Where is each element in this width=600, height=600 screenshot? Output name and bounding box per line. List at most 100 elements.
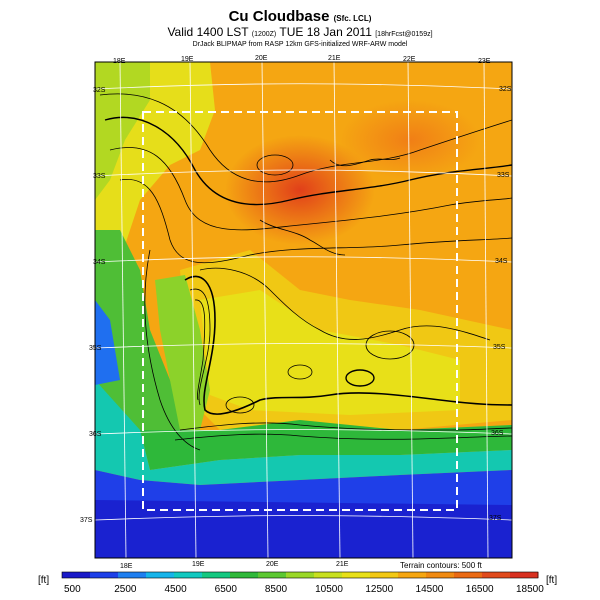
colorbar-label: 12500 [365,584,393,595]
contour-closed [287,364,313,380]
colorbar-swatch [454,572,483,578]
field-hotspot-ne [340,100,480,180]
lat-label: 32S [499,86,512,93]
lat-label: 37S [80,517,93,524]
colorbar-label: 6500 [215,584,238,595]
subtitle-utc: (1200Z) [251,31,277,38]
parallel-37s [95,515,512,521]
colorbar-swatch [510,572,539,578]
colorbar-label: 2500 [114,584,137,595]
contour-line [179,422,512,431]
colorbar-unit-left: [ft] [38,575,49,586]
map-frame [94,61,513,559]
lat-label: 36S [89,431,102,438]
title-suffix: (Sfc. LCL) [333,14,372,23]
field-deep-ocean [95,500,512,558]
colorbar-swatch [426,572,455,578]
lat-label: 36S [491,430,504,437]
parallel-34s [95,256,512,263]
colorbar-swatch [398,572,427,578]
contour-line [184,275,512,415]
meridian-19e [189,62,197,558]
subtitle-date: TUE 18 Jan 2011 [279,25,372,39]
lat-label: 33S [497,172,510,179]
colorbar-swatch [62,572,91,578]
field-nw-green [95,62,150,200]
colorbar-swatch [258,572,287,578]
lat-label: 37S [489,515,502,522]
parallel-35s [95,343,512,349]
colorbar-labels: 500 2500 4500 6500 8500 10500 12500 14500 16500 1… [64,584,544,595]
colorbar-swatch [286,572,315,578]
colorbar-swatch [146,572,175,578]
contour-line [329,157,401,167]
lon-label: 19E [192,561,205,568]
contour-line [189,288,211,406]
lat-label: 35S [493,344,506,351]
lat-label: 34S [495,258,508,265]
lon-label: 23E [478,58,491,65]
parallel-36s [95,429,512,435]
lon-label: 21E [336,561,349,568]
lat-label: 35S [89,345,102,352]
colorbar-unit-right: [ft] [546,575,557,586]
field-layer [95,62,512,558]
title-text: Cu Cloudbase [228,8,330,25]
lon-label: 22E [403,56,416,63]
meridian-20e [261,62,269,558]
lat-label: 33S [93,173,106,180]
colorbar-swatch [314,572,343,578]
field-west-ocean [95,300,120,385]
contour-closed [225,396,255,414]
contour-line [104,116,512,206]
lon-label: 19E [181,56,194,63]
terrain-note: Terrain contours: 500 ft [400,561,483,570]
contour-line [119,178,512,264]
subtitle-valid: Valid 1400 LST [167,25,249,39]
colorbar-swatch [230,572,259,578]
colorbar [61,571,539,579]
parallel-33s [95,169,512,177]
lon-label: 21E [328,55,341,62]
lat-label: 34S [93,259,106,266]
colorbar-swatch [202,572,231,578]
contour-closed [256,154,294,176]
lon-label: 20E [266,561,279,568]
colorbar-label: 8500 [265,584,288,595]
colorbar-label: 4500 [164,584,187,595]
lon-labels-bottom: 18E 19E 20E 21E [120,561,349,570]
lon-label: 18E [113,58,126,65]
lat-label: 32S [93,87,106,94]
colorbar-swatch [118,572,147,578]
colorbar-label: 14500 [416,584,444,595]
meridian-21e [333,62,341,558]
terrain-contours [99,93,512,451]
meridian-23e [483,62,489,558]
colorbar-frame [61,571,539,579]
lat-labels-left: 32S 33S 34S 35S 36S 37S [80,87,106,524]
colorbar-label: 10500 [315,584,343,595]
field-coast-green [140,420,512,470]
graticule [95,62,512,558]
field-west-lime [155,275,210,430]
colorbar-label: 16500 [466,584,494,595]
colorbar-swatch [482,572,511,578]
lon-label: 18E [120,563,133,570]
colorbar-label: 18500 [516,584,544,595]
colorbar-swatch [370,572,399,578]
field-coast-cyan [95,380,512,485]
map-title: Cu Cloudbase (Sfc. LCL) [0,8,600,25]
meridian-18e [119,62,127,558]
field-hotspot [225,135,375,245]
contour-line [109,147,512,231]
contour-line [199,267,491,341]
contour-closed [345,369,375,387]
lon-labels-top: 18E 19E 20E 21E 22E 23E [113,55,491,65]
contour-line [259,219,346,256]
colorbar-swatch [90,572,119,578]
contour-line [144,249,201,451]
inner-domain-box [142,111,458,511]
subtitle-forecast: [18hrFcst@0159z] [375,31,433,38]
lon-label: 20E [255,55,268,62]
